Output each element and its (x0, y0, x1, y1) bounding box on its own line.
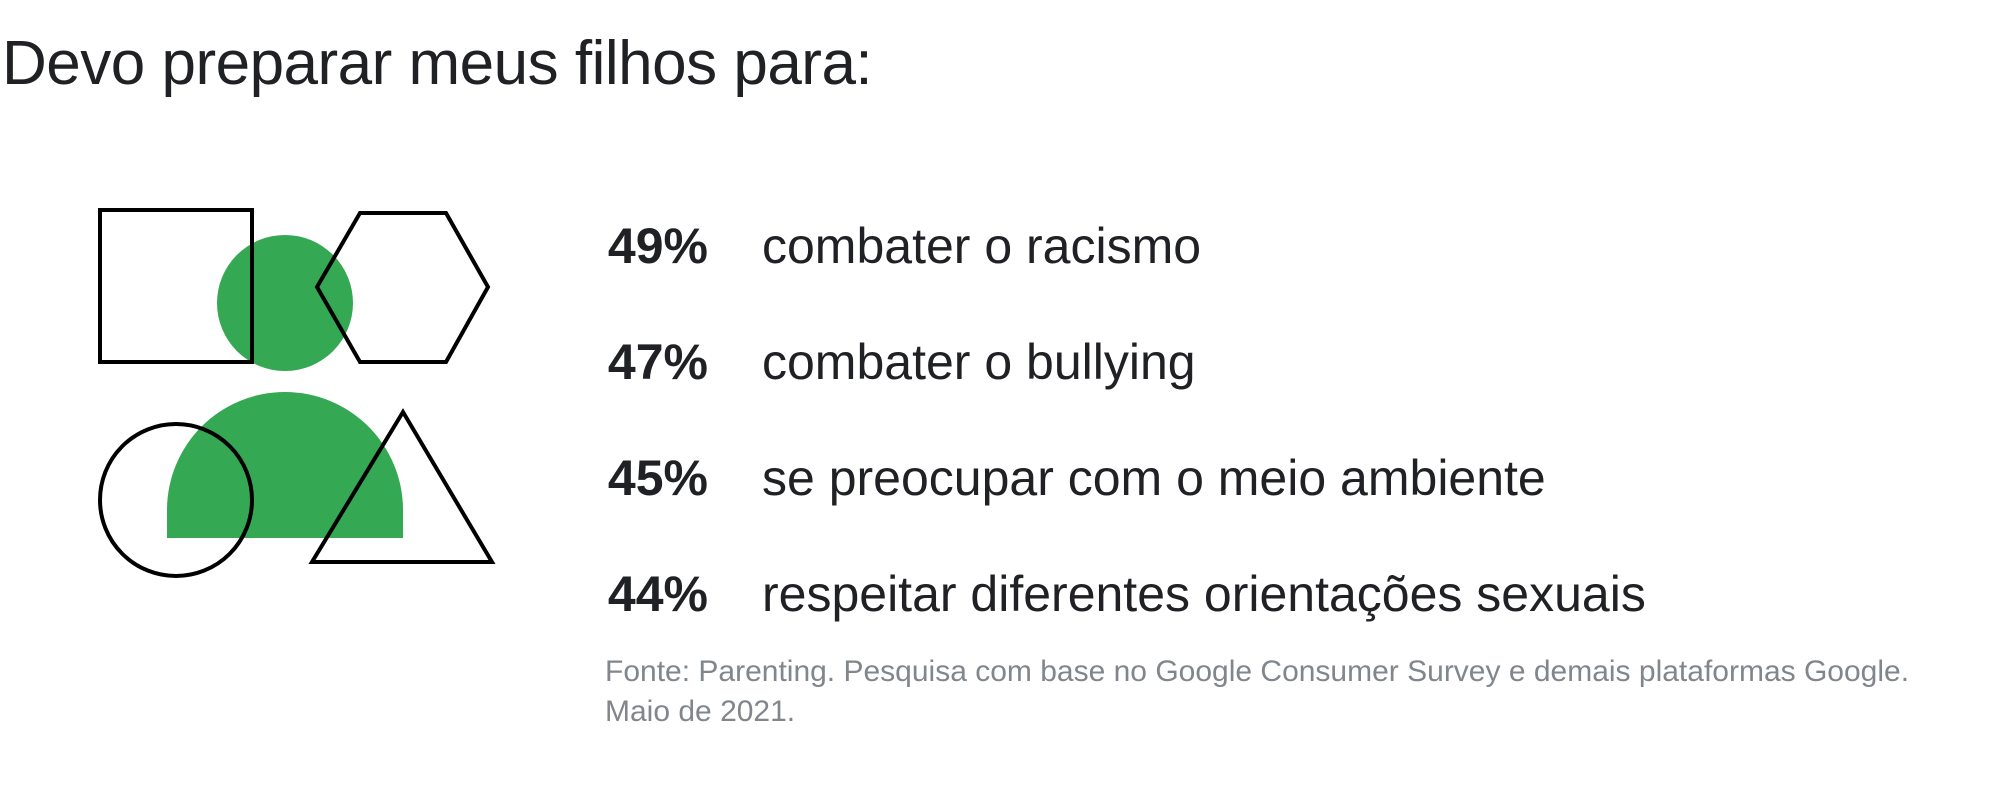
stat-label: combater o racismo (762, 218, 1202, 274)
stat-value: 45% (607, 450, 708, 506)
stat-row: 47% combater o bullying (600, 304, 1980, 420)
source-note: Fonte: Parenting. Pesquisa com base no G… (605, 655, 1910, 728)
stat-label: respeitar diferentes orientações sexuais (762, 566, 1646, 622)
stat-row: 45% se preocupar com o meio ambiente (600, 420, 1980, 536)
circle-outline-icon (98, 422, 254, 578)
triangle-outline-icon (308, 408, 496, 564)
stat-row: 44% respeitar diferentes orientações sex… (600, 536, 1980, 652)
page-title: Devo preparar meus filhos para: (2, 29, 873, 98)
square-outline-icon (98, 208, 254, 364)
stat-row: 49% combater o racismo (600, 188, 1980, 304)
stats-list: 49% combater o racismo 47% combater o bu… (600, 188, 1980, 652)
stat-label: combater o bullying (762, 334, 1196, 390)
illustration (98, 208, 496, 578)
stat-label: se preocupar com o meio ambiente (762, 450, 1546, 506)
stat-value: 44% (607, 566, 708, 622)
stat-value: 47% (607, 334, 708, 390)
stat-value: 49% (607, 218, 708, 274)
hexagon-outline-icon (314, 211, 491, 364)
person-head-icon (217, 235, 353, 371)
person-body-icon (167, 392, 403, 538)
